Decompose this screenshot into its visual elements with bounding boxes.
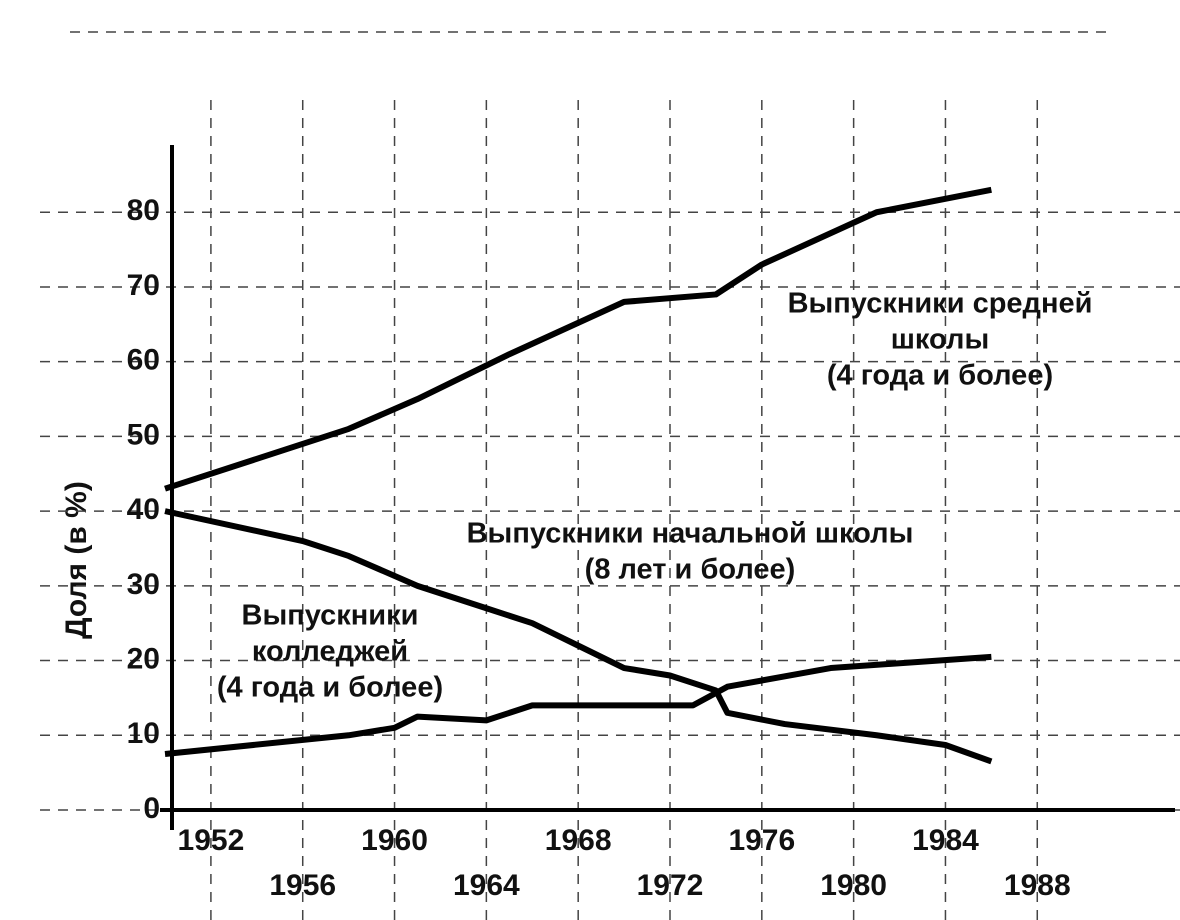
series-label: (8 лет и более) (585, 554, 796, 586)
x-tick-label: 1988 (1004, 869, 1071, 902)
series-line (164, 653, 992, 757)
y-tick-label: 40 (127, 493, 160, 526)
x-tick-label: 1964 (453, 869, 520, 902)
series-label: школы (891, 324, 989, 356)
x-tick-label: 1972 (637, 869, 704, 902)
series-label: колледжей (252, 636, 408, 668)
y-tick-label: 0 (143, 792, 160, 825)
y-tick-label: 70 (127, 269, 160, 302)
x-tick-label: 1960 (361, 824, 428, 857)
series-line (164, 508, 993, 765)
x-tick-label: 1980 (820, 869, 887, 902)
x-tick-label: 1968 (545, 824, 612, 857)
y-tick-label: 60 (127, 344, 160, 377)
series-label: Выпускники начальной школы (467, 518, 914, 550)
series-label: Выпускники средней (788, 288, 1093, 320)
series-line (164, 186, 992, 492)
series-label: Выпускники (242, 600, 419, 632)
y-tick-label: 30 (127, 568, 160, 601)
x-tick-label: 1976 (728, 824, 795, 857)
x-tick-label: 1984 (912, 824, 979, 857)
y-tick-label: 80 (127, 194, 160, 227)
y-axis-label: Доля (в %) (60, 481, 93, 639)
x-tick-label: 1952 (178, 824, 245, 857)
x-tick-label: 1956 (269, 869, 336, 902)
series-label: (4 года и более) (827, 360, 1053, 392)
y-tick-label: 50 (127, 418, 160, 451)
y-tick-label: 20 (127, 642, 160, 675)
y-tick-label: 10 (127, 717, 160, 750)
series-label: (4 года и более) (217, 672, 443, 704)
